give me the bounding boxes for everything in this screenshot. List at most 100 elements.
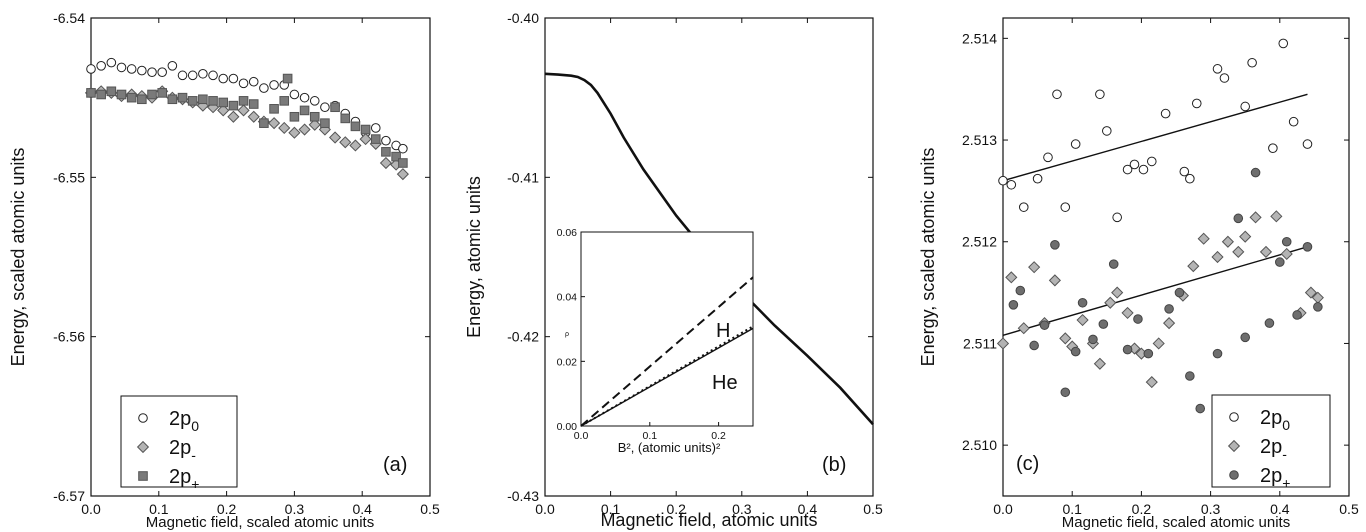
data-point	[147, 67, 157, 77]
data-point	[238, 78, 249, 89]
data-point	[1197, 232, 1210, 245]
data-point	[398, 158, 408, 168]
inset-y-tick-label: 0.00	[557, 421, 578, 433]
data-point	[1221, 235, 1234, 248]
data-point	[1239, 230, 1252, 243]
data-point	[381, 135, 391, 146]
x-tick-label: 0.4	[1270, 501, 1290, 517]
data-point	[299, 92, 310, 103]
data-point	[1104, 296, 1117, 309]
data-point	[1129, 159, 1140, 170]
data-point	[1122, 344, 1133, 355]
data-point	[238, 96, 249, 106]
x-tick-label: 0.4	[798, 501, 818, 517]
data-point	[1133, 314, 1143, 324]
data-point	[1138, 164, 1149, 175]
data-point	[157, 88, 167, 98]
inset-y-tick-label: 0.02	[557, 356, 578, 368]
data-point	[1233, 213, 1244, 224]
data-point	[1195, 403, 1206, 414]
data-point	[126, 92, 137, 103]
inset-label-h: H	[716, 320, 730, 342]
data-point	[1121, 306, 1134, 320]
data-point	[227, 110, 240, 123]
data-point	[106, 86, 117, 97]
data-point	[1247, 57, 1257, 68]
data-point	[1302, 139, 1313, 149]
data-point	[360, 124, 371, 135]
data-point	[217, 104, 230, 117]
data-point	[218, 97, 229, 108]
inset-line-h-dashed	[580, 276, 754, 427]
data-point	[1304, 286, 1318, 299]
y-tick-label: -0.41	[507, 169, 539, 185]
data-point	[1108, 259, 1119, 269]
plot-frame	[1002, 17, 1350, 497]
data-point	[1270, 210, 1283, 223]
data-point	[1015, 285, 1026, 296]
data-point	[289, 111, 300, 122]
data-point	[1028, 261, 1041, 274]
data-point	[269, 104, 279, 114]
y-axis-label: Energy, atomic units	[464, 176, 484, 338]
y-tick-label: 2.512	[962, 234, 997, 250]
data-point	[370, 123, 381, 133]
data-point	[1077, 297, 1088, 308]
data-point	[299, 105, 310, 116]
data-point	[1017, 322, 1030, 335]
data-point	[1076, 313, 1089, 327]
data-point	[208, 96, 218, 106]
data-point	[1264, 318, 1275, 328]
y-tick-label: -6.55	[53, 169, 85, 185]
data-point	[1111, 286, 1124, 299]
data-point	[167, 61, 178, 71]
data-point	[248, 76, 259, 87]
data-point	[396, 168, 409, 181]
data-point	[116, 62, 127, 73]
data-point	[267, 117, 281, 130]
data-point	[309, 96, 320, 106]
data-point	[1302, 242, 1313, 252]
data-point	[228, 73, 239, 84]
legend-marker	[1229, 470, 1239, 480]
y-axis-label: Energy, scaled atomic units	[8, 148, 28, 367]
panel-label: (c)	[1016, 453, 1039, 475]
data-point	[1164, 304, 1174, 314]
data-point	[1060, 387, 1071, 398]
data-point	[1211, 250, 1224, 264]
x-tick-label: 0.5	[1339, 501, 1359, 517]
panel-label: (b)	[822, 454, 846, 476]
x-axis-label: Magnetic field, scaled atomic units	[146, 514, 374, 531]
data-point	[1122, 164, 1133, 175]
legend-marker	[138, 413, 148, 423]
data-point	[391, 151, 401, 162]
data-point	[328, 131, 342, 144]
y-tick-label: -6.56	[53, 329, 85, 345]
x-axis-label: Magnetic field, scaled atomic units	[1062, 514, 1290, 531]
panel-c: 0.0 0.1 0.2 0.3 0.4 0.5 2.514 2.513 2.512 2.511 2.…	[918, 17, 1359, 531]
inset-y-tick-label: 0.04	[557, 292, 578, 304]
data-point	[1288, 116, 1299, 127]
data-point	[320, 118, 330, 128]
data-point	[237, 104, 250, 117]
data-point	[1275, 257, 1285, 267]
x-tick-label: 0.1	[149, 501, 169, 517]
data-point	[208, 70, 218, 81]
data-point	[96, 61, 106, 71]
x-tick-label: 0.5	[863, 501, 883, 517]
x-tick-label: 0.0	[993, 501, 1013, 517]
x-tick-label: 0.2	[666, 501, 686, 517]
data-point	[1240, 101, 1250, 112]
x-tick-label: 0.0	[81, 501, 101, 517]
data-point	[106, 57, 117, 68]
data-point	[1179, 166, 1190, 177]
data-point	[1240, 332, 1250, 343]
data-point	[147, 89, 157, 100]
panel-label: (a)	[383, 454, 407, 476]
data-point	[309, 111, 320, 122]
data-point	[198, 94, 208, 105]
x-tick-label: 0.3	[1201, 501, 1221, 517]
y-tick-label: -6.54	[53, 10, 85, 26]
data-point	[339, 136, 352, 149]
